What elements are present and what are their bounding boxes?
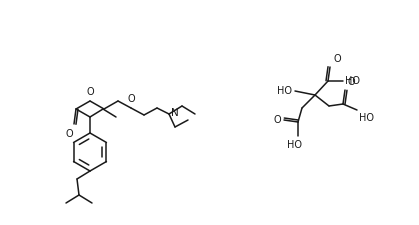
Text: O: O xyxy=(348,77,356,87)
Text: HO: HO xyxy=(287,140,303,150)
Text: O: O xyxy=(65,129,73,139)
Text: HO: HO xyxy=(277,86,292,96)
Text: O: O xyxy=(127,94,135,104)
Text: HO: HO xyxy=(345,76,360,86)
Text: O: O xyxy=(86,87,94,97)
Text: O: O xyxy=(333,54,341,64)
Text: O: O xyxy=(273,115,281,125)
Text: HO: HO xyxy=(359,113,374,123)
Text: N: N xyxy=(171,108,179,118)
